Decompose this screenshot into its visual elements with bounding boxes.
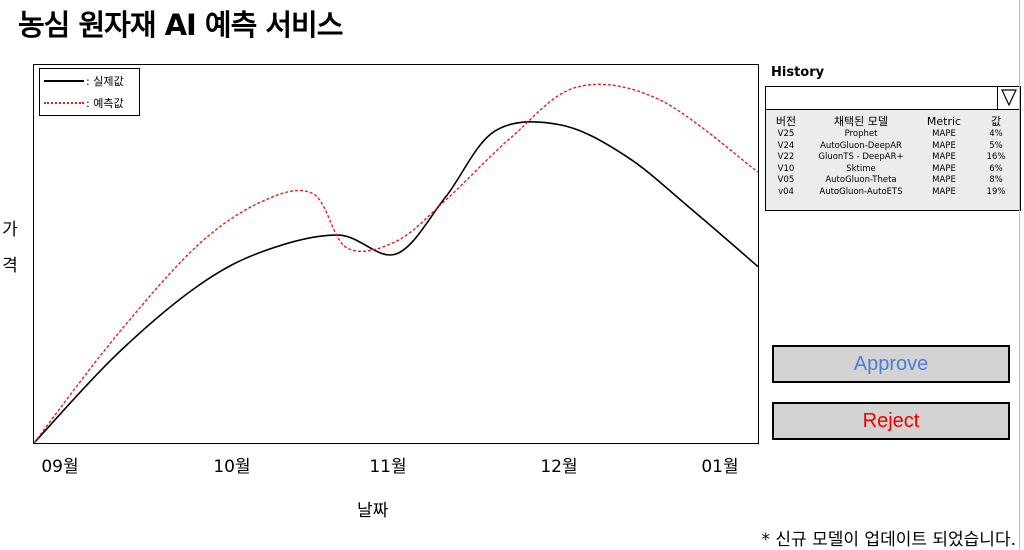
- chart-plot-area: [34, 83, 758, 443]
- legend-item-actual: : 실제값: [44, 74, 124, 88]
- legend-solid-line: [44, 80, 84, 82]
- table-row[interactable]: V05 AutoGluon-Theta MAPE 8%: [766, 175, 1020, 187]
- chart-legend: : 실제값 : 예측값: [39, 68, 140, 116]
- cell-metric: MAPE: [932, 163, 956, 174]
- legend-dotted-line: [44, 102, 84, 104]
- cell-value: 19%: [986, 186, 1006, 197]
- cell-value: 16%: [986, 152, 1006, 163]
- column-header-model: 채택된 모델: [833, 115, 889, 128]
- reject-button[interactable]: Reject: [772, 402, 1010, 440]
- cell-version: V05: [777, 175, 795, 186]
- table-row[interactable]: V24 AutoGluon-DeepAR MAPE 5%: [766, 141, 1020, 153]
- triangle-down-icon: [1001, 89, 1017, 107]
- legend-label-actual: : 실제값: [86, 75, 124, 88]
- x-axis-label: 날짜: [357, 501, 389, 521]
- cell-model: GluonTS - DeepAR+: [818, 152, 904, 163]
- table-row[interactable]: v04 AutoGluon-AutoETS MAPE 19%: [766, 187, 1020, 199]
- x-tick-label: 10월: [213, 457, 251, 477]
- column-header-metric: Metric: [926, 114, 962, 128]
- x-tick-label: 09월: [41, 457, 79, 477]
- table-row[interactable]: V25 Prophet MAPE 4%: [766, 129, 1020, 141]
- cell-version: V25: [777, 129, 795, 140]
- legend-label-predicted: : 예측값: [86, 97, 124, 110]
- table-row[interactable]: V22 GluonTS - DeepAR+ MAPE 16%: [766, 152, 1020, 164]
- table-row[interactable]: V10 Sktime MAPE 6%: [766, 164, 1020, 176]
- cell-metric: MAPE: [932, 186, 956, 197]
- update-notice: * 신규 모델이 업데이트 되었습니다.: [761, 530, 1016, 550]
- cell-version: v04: [778, 186, 794, 197]
- legend-item-predicted: : 예측값: [44, 96, 124, 110]
- dropdown-button[interactable]: [997, 87, 1020, 109]
- price-chart: [33, 64, 759, 444]
- cell-metric: MAPE: [932, 140, 956, 151]
- series-line-predicted: [34, 83, 758, 443]
- cell-model: Sktime: [846, 163, 876, 174]
- cell-model: AutoGluon-DeepAR: [820, 140, 902, 151]
- column-header-version: 버전: [775, 115, 797, 128]
- cell-version: V10: [777, 163, 795, 174]
- cell-model: Prophet: [844, 129, 878, 140]
- cell-model: AutoGluon-Theta: [825, 175, 897, 186]
- cell-model: AutoGluon-AutoETS: [819, 186, 903, 197]
- history-title: History: [771, 65, 825, 80]
- x-tick-label: 12월: [540, 457, 578, 477]
- history-table: 버전 채택된 모델 Metric 값 V25 Prophet MAPE 4% V…: [766, 113, 1020, 198]
- cell-value: 6%: [989, 163, 1003, 174]
- series-line-actual: [34, 121, 758, 443]
- cell-metric: MAPE: [932, 175, 956, 186]
- cell-value: 5%: [989, 140, 1003, 151]
- window-edge: [1019, 0, 1024, 550]
- page-title: 농심 원자재 AI 예측 서비스: [18, 8, 343, 42]
- x-tick-label: 11월: [369, 457, 407, 477]
- history-panel: 버전 채택된 모델 Metric 값 V25 Prophet MAPE 4% V…: [765, 86, 1021, 211]
- cell-version: V22: [777, 152, 795, 163]
- cell-value: 4%: [989, 129, 1003, 140]
- y-axis-label: 가격: [2, 220, 18, 276]
- history-select[interactable]: [766, 87, 1020, 110]
- cell-metric: MAPE: [932, 129, 956, 140]
- column-header-value: 값: [990, 115, 1002, 128]
- x-tick-label: 01월: [701, 457, 739, 477]
- approve-button[interactable]: Approve: [772, 345, 1010, 383]
- history-header-row: 버전 채택된 모델 Metric 값: [766, 113, 1020, 129]
- cell-version: V24: [777, 140, 795, 151]
- cell-metric: MAPE: [932, 152, 956, 163]
- cell-value: 8%: [989, 175, 1003, 186]
